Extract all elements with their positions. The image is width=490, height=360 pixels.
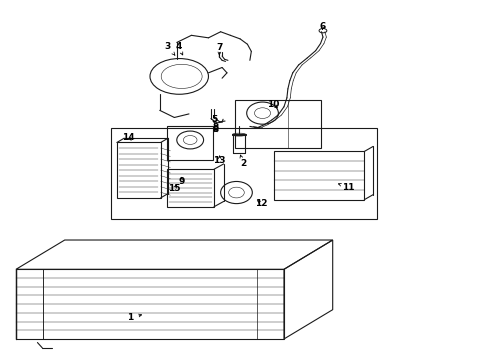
Text: 10: 10 bbox=[267, 100, 279, 109]
Text: 9: 9 bbox=[178, 177, 185, 186]
Text: 8: 8 bbox=[213, 126, 219, 135]
Text: 14: 14 bbox=[122, 132, 134, 141]
Text: 2: 2 bbox=[240, 155, 246, 168]
Text: 6: 6 bbox=[320, 22, 326, 31]
Bar bbox=[111, 128, 376, 219]
Text: 3: 3 bbox=[164, 41, 175, 55]
Text: 5: 5 bbox=[211, 116, 218, 125]
Text: 7: 7 bbox=[217, 43, 223, 55]
Text: 15: 15 bbox=[168, 184, 181, 193]
Text: 8: 8 bbox=[213, 123, 219, 132]
Text: 12: 12 bbox=[255, 199, 268, 208]
Text: 11: 11 bbox=[339, 183, 355, 192]
Text: 4: 4 bbox=[175, 41, 183, 55]
Text: 1: 1 bbox=[127, 313, 142, 322]
Text: 13: 13 bbox=[214, 156, 226, 165]
